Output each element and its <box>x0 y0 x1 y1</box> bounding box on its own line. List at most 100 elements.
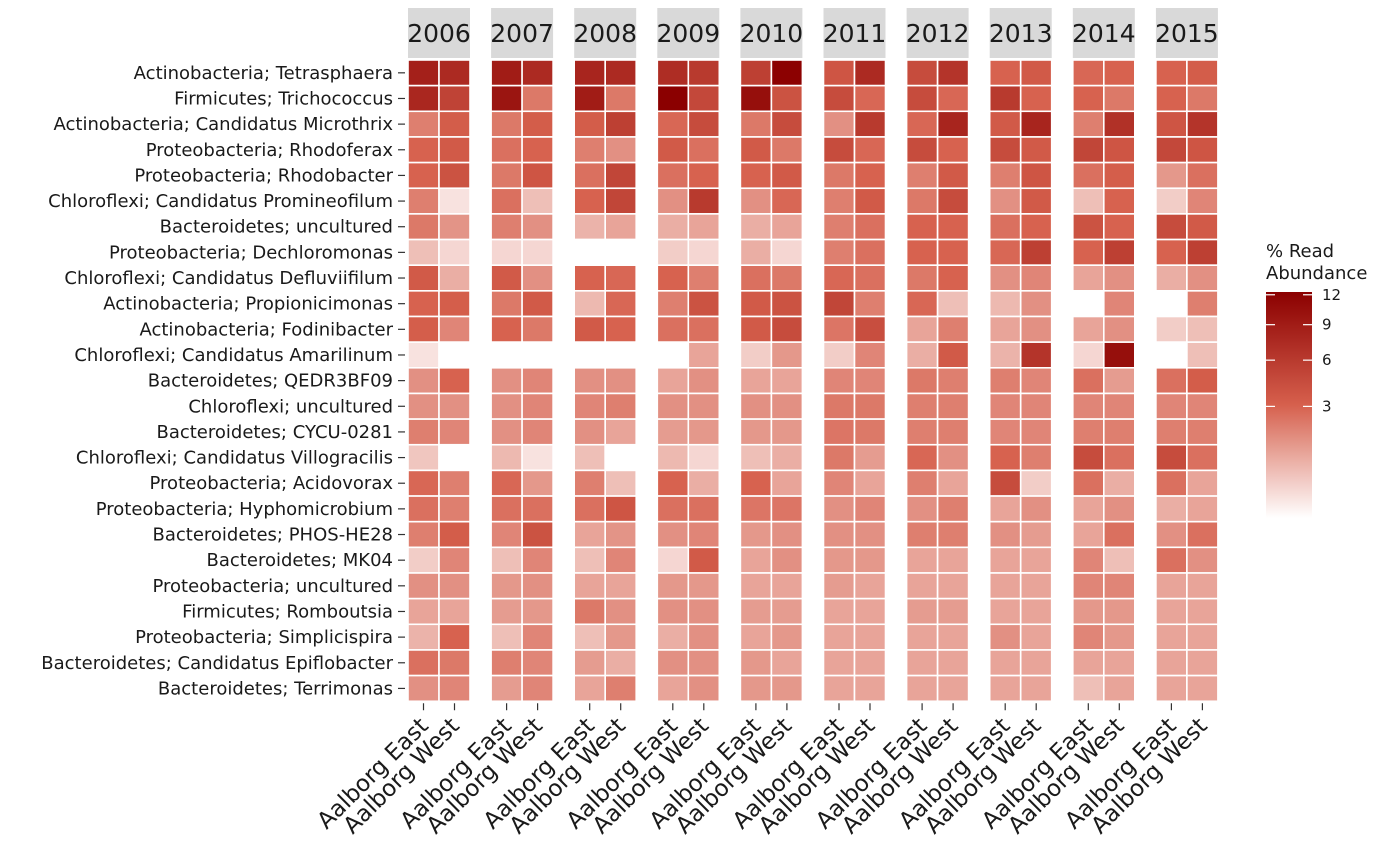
heatmap-cell <box>438 213 471 241</box>
heatmap-cell <box>770 392 804 420</box>
y-tick-label: Proteobacteria; Acidovorax <box>150 473 394 494</box>
heatmap-cell <box>905 418 939 446</box>
heatmap-cell <box>1155 418 1188 446</box>
heatmap-cell <box>988 315 1022 343</box>
heatmap-cell <box>687 495 721 523</box>
heatmap-cell <box>1186 136 1219 164</box>
heatmap-cell <box>770 238 804 267</box>
heatmap-cell <box>822 341 856 369</box>
heatmap-cell <box>739 623 773 651</box>
heatmap-cell <box>687 264 721 292</box>
heatmap-cell <box>1186 520 1219 549</box>
heatmap-cell <box>1103 623 1136 651</box>
heatmap-cell <box>1072 418 1105 446</box>
heatmap-cell <box>739 366 773 395</box>
heatmap-cell <box>1186 546 1219 574</box>
facet-strip <box>657 8 720 58</box>
heatmap-cell <box>573 443 607 472</box>
heatmap-cell <box>604 136 638 164</box>
heatmap-cell <box>573 546 607 574</box>
heatmap-cell <box>739 315 773 343</box>
y-tick-label: Firmicutes; Trichococcus <box>174 88 393 109</box>
y-tick-label: Bacteroidetes; uncultured <box>160 217 393 238</box>
heatmap-cell <box>739 161 773 190</box>
heatmap-cell <box>822 213 856 241</box>
heatmap-cell <box>407 649 440 677</box>
heatmap-cell <box>1072 366 1105 395</box>
heatmap-cell <box>988 418 1022 446</box>
heatmap-cell <box>853 597 887 626</box>
heatmap-cell <box>905 495 939 523</box>
heatmap-cell <box>1186 110 1219 138</box>
heatmap-cell <box>687 238 721 267</box>
heatmap-cell <box>853 161 887 190</box>
heatmap-cell <box>988 290 1022 318</box>
heatmap-cell <box>1103 341 1136 369</box>
heatmap-cell <box>853 315 887 343</box>
heatmap-cell <box>936 546 970 574</box>
heatmap-cell <box>936 315 970 343</box>
heatmap-cell <box>853 469 887 497</box>
facet-label: 2010 <box>740 19 804 48</box>
heatmap-cell <box>1103 546 1136 574</box>
heatmap-cell <box>988 520 1022 549</box>
heatmap-cell <box>407 187 440 215</box>
heatmap-cell <box>521 341 554 369</box>
heatmap-cell <box>1103 264 1136 292</box>
heatmap-cell <box>1072 213 1105 241</box>
heatmap-cell <box>1186 366 1219 395</box>
heatmap-cell <box>490 649 523 677</box>
heatmap-cell <box>438 238 471 267</box>
heatmap-cell <box>1072 238 1105 267</box>
heatmap-cell <box>988 187 1022 215</box>
heatmap-cell <box>905 649 939 677</box>
heatmap-cell <box>822 290 856 318</box>
heatmap-cell <box>656 290 690 318</box>
heatmap-cell <box>1019 238 1053 267</box>
heatmap-cell <box>656 469 690 497</box>
heatmap-cell <box>739 674 773 703</box>
heatmap-cell <box>687 443 721 472</box>
heatmap-cell <box>438 136 471 164</box>
heatmap-cell <box>438 520 471 549</box>
heatmap-cell <box>407 418 440 446</box>
heatmap-cell <box>1019 546 1053 574</box>
heatmap-cell <box>853 341 887 369</box>
heatmap-cell <box>521 649 554 677</box>
heatmap-cell <box>573 674 607 703</box>
heatmap-cell <box>687 546 721 574</box>
heatmap-cell <box>988 59 1022 87</box>
heatmap-cell <box>936 469 970 497</box>
heatmap-cell <box>490 546 523 574</box>
facet-label: 2013 <box>989 19 1053 48</box>
heatmap-cell <box>604 341 638 369</box>
heatmap-cell <box>1072 59 1105 87</box>
heatmap-cell <box>1072 649 1105 677</box>
heatmap-cell <box>1019 59 1053 87</box>
heatmap-cell <box>853 623 887 651</box>
heatmap-cell <box>739 546 773 574</box>
heatmap-cell <box>490 623 523 651</box>
heatmap-cell <box>1103 495 1136 523</box>
heatmap-cell <box>604 649 638 677</box>
heatmap-cell <box>1019 572 1053 600</box>
heatmap-cell <box>407 392 440 420</box>
heatmap-cell <box>407 238 440 267</box>
heatmap-cell <box>1072 392 1105 420</box>
heatmap-cell <box>604 572 638 600</box>
heatmap-cell <box>739 264 773 292</box>
legend-tick-label: 12 <box>1322 286 1341 304</box>
heatmap-cell <box>438 495 471 523</box>
heatmap-cell <box>739 341 773 369</box>
heatmap-cell <box>936 136 970 164</box>
heatmap-cell <box>490 366 523 395</box>
heatmap-cell <box>988 572 1022 600</box>
heatmap-cell <box>490 572 523 600</box>
heatmap-cell <box>438 572 471 600</box>
heatmap-cell <box>770 110 804 138</box>
heatmap-cell <box>988 546 1022 574</box>
heatmap-cell <box>822 315 856 343</box>
heatmap-cell <box>1103 238 1136 267</box>
heatmap-cell <box>822 136 856 164</box>
